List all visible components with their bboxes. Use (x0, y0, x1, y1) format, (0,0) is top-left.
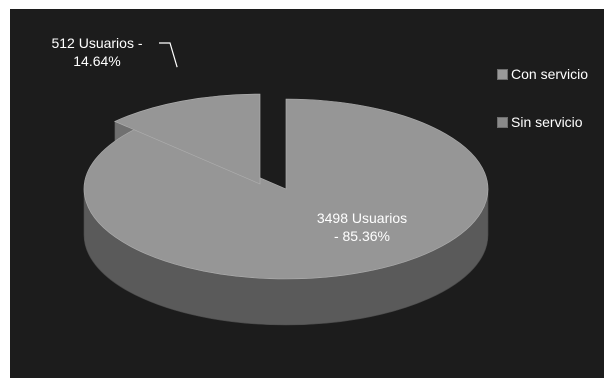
data-label-sin-servicio: 512 Usuarios - 14.64% (37, 34, 157, 70)
data-label-con-servicio: 3498 Usuarios - 85.36% (292, 209, 432, 245)
legend-item-con-servicio: Con servicio (497, 65, 588, 83)
data-label-con-servicio-line1: 3498 Usuarios (316, 210, 408, 226)
slice-sin-servicio (114, 93, 261, 185)
chart-plot-area: 3498 Usuarios - 85.36% 512 Usuarios - 14… (10, 9, 604, 378)
legend: Con servicio Sin servicio (497, 65, 588, 161)
legend-item-sin-servicio: Sin servicio (497, 113, 588, 131)
legend-swatch-sin-servicio (497, 116, 508, 128)
legend-label-con-servicio: Con servicio (511, 66, 589, 82)
data-label-sin-servicio-line2: 14.64% (73, 53, 121, 69)
slice-con-servicio (83, 98, 489, 280)
legend-swatch-con-servicio (497, 68, 508, 80)
data-label-sin-servicio-line1: 512 Usuarios - (51, 35, 143, 51)
data-label-con-servicio-line2: - 85.36% (333, 228, 391, 244)
legend-label-sin-servicio: Sin servicio (511, 114, 583, 130)
leader-line-sin-servicio (159, 42, 178, 68)
pie-chart (83, 42, 489, 326)
